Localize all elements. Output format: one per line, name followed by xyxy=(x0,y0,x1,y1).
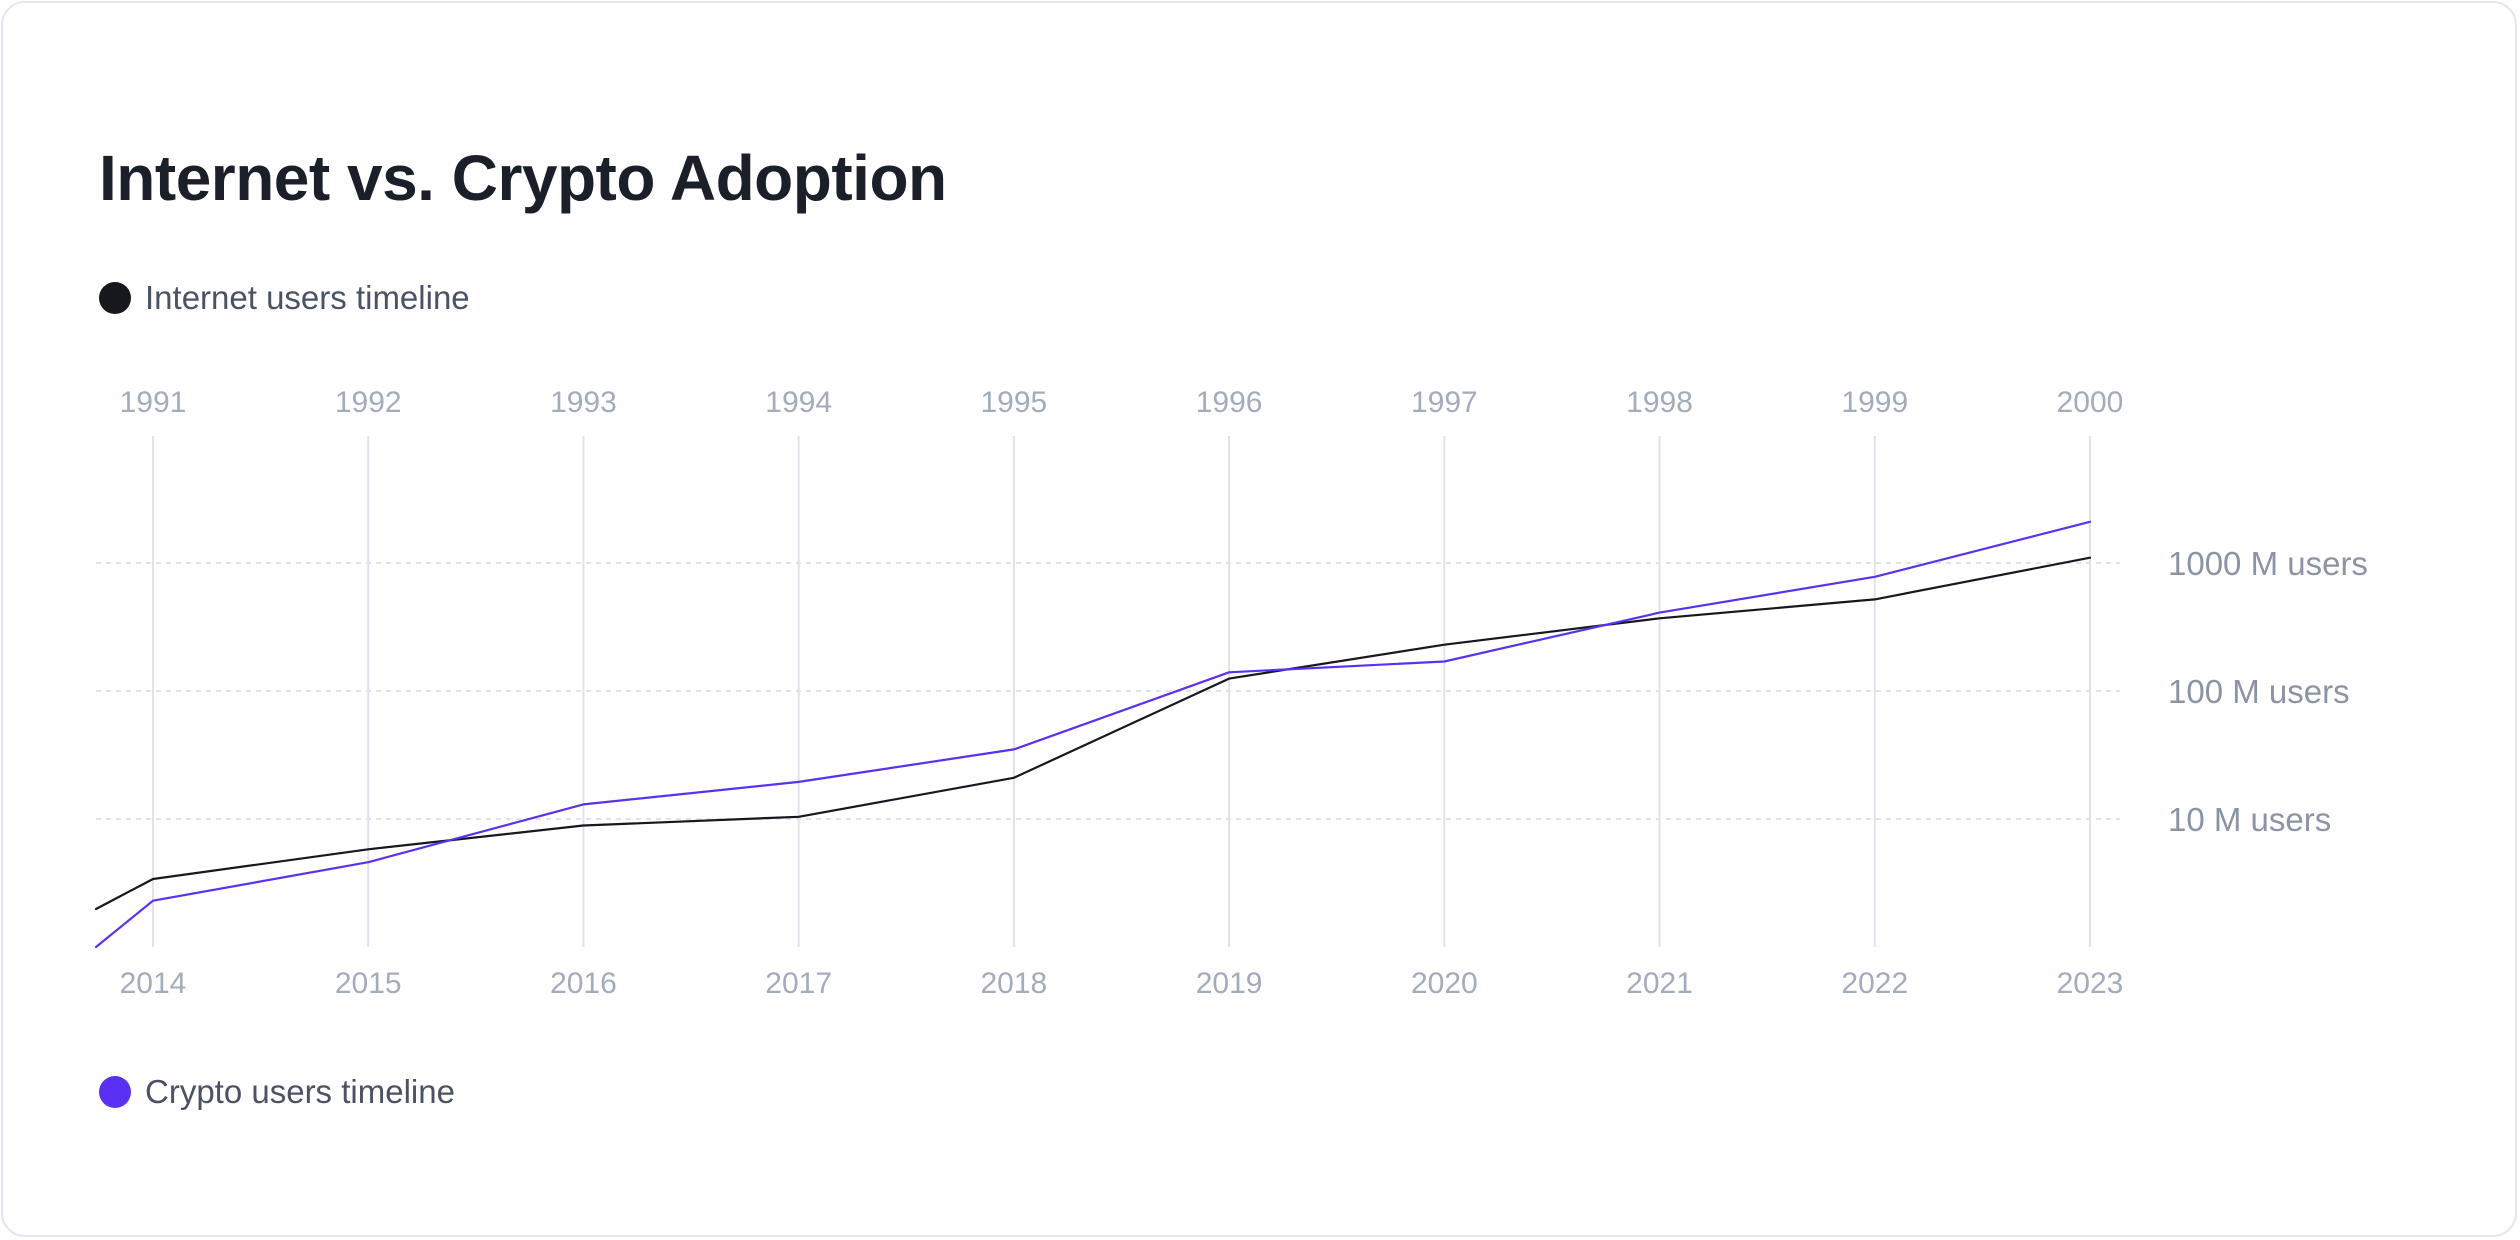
legend-internet: Internet users timeline xyxy=(99,279,470,317)
x-top-tick-label: 1998 xyxy=(1626,386,1693,419)
x-top-tick-label: 1999 xyxy=(1841,386,1908,419)
x-top-tick-label: 1991 xyxy=(120,386,187,419)
chart-title: Internet vs. Crypto Adoption xyxy=(99,142,947,214)
legend-internet-dot xyxy=(99,282,131,314)
legend-crypto: Crypto users timeline xyxy=(99,1073,455,1111)
x-bottom-tick-label: 2015 xyxy=(335,967,402,1000)
x-top-tick-label: 1994 xyxy=(765,386,832,419)
crypto-users-line xyxy=(94,520,2092,949)
legend-crypto-label: Crypto users timeline xyxy=(145,1073,455,1110)
legend-internet-label: Internet users timeline xyxy=(145,279,470,316)
internet-users-line xyxy=(94,556,2092,911)
x-top-tick-label: 1993 xyxy=(550,386,617,419)
x-top-tick-label: 2000 xyxy=(2057,386,2124,419)
x-top-tick-label: 1992 xyxy=(335,386,402,419)
x-bottom-tick-label: 2016 xyxy=(550,967,617,1000)
legend-crypto-dot xyxy=(99,1076,131,1108)
x-bottom-tick-label: 2021 xyxy=(1626,967,1693,1000)
y-tick-label: 1000 M users xyxy=(2168,545,2368,582)
y-tick-label: 100 M users xyxy=(2168,673,2350,710)
x-bottom-tick-label: 2014 xyxy=(120,967,187,1000)
x-bottom-tick-label: 2023 xyxy=(2057,967,2124,1000)
x-bottom-tick-label: 2022 xyxy=(1841,967,1908,1000)
y-tick-label: 10 M users xyxy=(2168,801,2331,838)
x-bottom-tick-label: 2019 xyxy=(1196,967,1263,1000)
x-bottom-tick-label: 2018 xyxy=(981,967,1048,1000)
x-top-tick-label: 1997 xyxy=(1411,386,1478,419)
x-bottom-tick-label: 2017 xyxy=(765,967,832,1000)
x-top-tick-label: 1995 xyxy=(981,386,1048,419)
x-bottom-tick-label: 2020 xyxy=(1411,967,1478,1000)
x-top-tick-label: 1996 xyxy=(1196,386,1263,419)
